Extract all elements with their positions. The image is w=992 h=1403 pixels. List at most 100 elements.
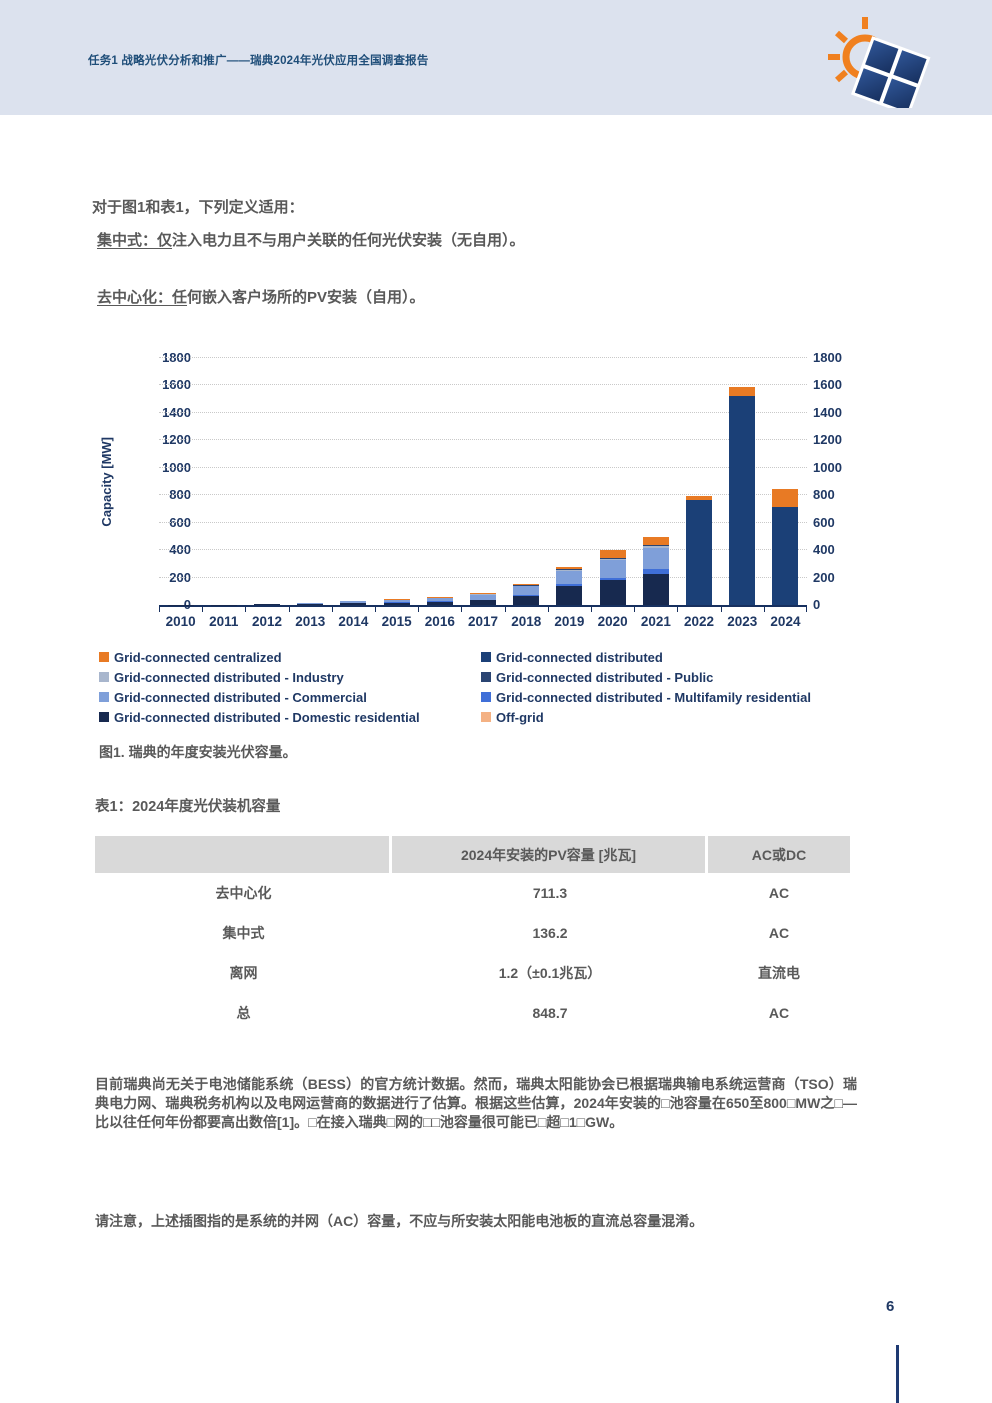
bar-segment — [599, 577, 626, 580]
table1-header-blank — [95, 836, 392, 873]
y-tick-label: 1000 — [813, 459, 842, 475]
bar-segment — [686, 500, 713, 605]
bar-segment — [772, 489, 799, 508]
table-row: 去中心化 711.3 AC — [95, 873, 850, 913]
bar-segment — [426, 601, 453, 605]
x-tick-label: 2010 — [165, 614, 196, 629]
bar-segment — [686, 495, 713, 501]
y-axis-title: Capacity [MW] — [98, 436, 114, 527]
x-axis-tick — [634, 607, 636, 612]
x-axis-tick — [763, 607, 765, 612]
x-axis-tick — [720, 607, 722, 612]
bar-2019 — [556, 567, 583, 605]
bar-slot — [245, 358, 288, 605]
table1-header-row: 2024年安装的PV容量 [兆瓦] AC或DC — [95, 836, 850, 873]
x-axis-tick — [806, 607, 807, 612]
bar-segment — [599, 558, 626, 560]
bar-slot — [461, 358, 504, 605]
y-axis-ticks-right: 0 200 400 600 800 1000 1200 1400 1600 1800 — [813, 351, 851, 612]
bar-segment — [556, 586, 583, 605]
chart-legend: Grid-connected centralized Grid-connected… — [99, 649, 844, 725]
bar-segment — [556, 584, 583, 587]
legend-label: Grid-connected distributed - Public — [496, 669, 714, 685]
bar-slot — [159, 358, 202, 605]
gridline — [159, 439, 807, 441]
bar-segment — [556, 567, 583, 570]
legend-item: Grid-connected distributed - Multifamily… — [481, 689, 844, 705]
bar-slot — [764, 358, 807, 605]
table-cell: 1.2（±0.1兆瓦） — [498, 965, 602, 981]
x-tick-label: 2011 — [209, 614, 239, 629]
page-header: 任务1 战略光伏分析和推广——瑞典2024年光伏应用全国调查报告 — [0, 0, 992, 115]
bars-layer — [159, 358, 807, 605]
figure1-chart: Capacity [MW] 0 200 400 600 800 1000 1200 1400 1… — [95, 343, 850, 733]
table-cell: 848.7 — [532, 1005, 568, 1021]
bar-segment — [254, 604, 280, 605]
table-cell: 711.3 — [532, 885, 568, 901]
definition-centralized: 集中式：仅注入电力且不与用户关联的任何光伏安装（无自用）。 — [97, 229, 525, 250]
bar-segment — [599, 557, 626, 559]
bar-2012 — [254, 604, 280, 605]
legend-swatch-icon — [99, 672, 109, 682]
gridline — [159, 357, 807, 358]
bar-segment — [642, 546, 669, 549]
paragraph-note: 请注意，上述插图指的是系统的并网（AC）容量，不应与所安装太阳能电池板的直流总容… — [95, 1213, 704, 1229]
legend-label: Grid-connected distributed - Commercial — [114, 689, 367, 705]
legend-item: Grid-connected distributed — [481, 649, 844, 665]
y-tick-label: 600 — [813, 514, 835, 530]
x-tick-label: 2016 — [424, 614, 455, 629]
table-cell: 去中心化 — [215, 885, 272, 901]
legend-label: Grid-connected distributed - Industry — [114, 669, 344, 685]
definition-decentralized-text: 何嵌入客户场所的PV安装（自用）。 — [187, 289, 425, 306]
report-header-title: 任务1 战略光伏分析和推广——瑞典2024年光伏应用全国调查报告 — [88, 55, 429, 67]
bar-slot — [289, 358, 332, 605]
footer-rule — [896, 1345, 899, 1403]
bar-segment — [470, 599, 497, 601]
legend-swatch-icon — [481, 692, 491, 702]
bar-segment — [470, 593, 497, 595]
legend-item: Grid-connected distributed - Public — [481, 669, 844, 685]
bar-segment — [599, 579, 626, 605]
y-axis-ticks-left: 0 200 400 600 800 1000 1200 1400 1600 1800 — [115, 351, 191, 612]
y-tick-label: 0 — [183, 597, 191, 612]
bar-segment — [642, 545, 669, 547]
x-axis-tick — [202, 607, 204, 612]
gridline — [159, 466, 807, 468]
bar-segment — [556, 569, 583, 571]
bar-slot — [332, 358, 375, 605]
gridline — [159, 549, 807, 551]
table-cell: 136.2 — [532, 925, 568, 941]
y-tick-label: 1800 — [813, 350, 842, 365]
bar-segment — [642, 548, 669, 569]
bar-2016 — [426, 597, 453, 605]
bar-2013 — [297, 602, 324, 605]
bar-segment — [513, 585, 540, 587]
paragraph-bess: 目前瑞典尚无关于电池储能系统（BESS）的官方统计数据。然而，瑞典太阳能协会已根… — [95, 1076, 857, 1130]
gridline — [159, 411, 807, 413]
gridline — [159, 494, 807, 496]
legend-label: Grid-connected distributed - Domestic re… — [114, 709, 420, 725]
bar-slot — [591, 358, 634, 605]
x-tick-label: 2013 — [295, 614, 326, 629]
bar-segment — [513, 586, 540, 596]
bar-segment — [340, 601, 367, 603]
bar-2022 — [686, 495, 713, 605]
table-cell: AC — [768, 885, 790, 901]
y-tick-label: 400 — [813, 542, 835, 558]
legend-item: Grid-connected centralized — [99, 649, 481, 665]
legend-swatch-icon — [481, 652, 491, 662]
bar-segment — [642, 537, 669, 546]
bar-2020 — [599, 550, 626, 605]
bar-slot — [505, 358, 548, 605]
legend-label: Grid-connected distributed - Multifamily… — [496, 689, 811, 705]
y-tick-label: 0 — [813, 597, 821, 612]
bar-segment — [772, 507, 799, 605]
bar-segment — [556, 570, 583, 585]
bar-segment — [470, 594, 497, 595]
term-decentralized: 去中心化：任 — [97, 289, 188, 306]
legend-swatch-icon — [99, 712, 109, 722]
y-tick-label: 1200 — [813, 432, 842, 448]
legend-item: Grid-connected distributed - Domestic re… — [99, 709, 481, 725]
intro-sentence: 对于图1和表1，下列定义适用： — [92, 199, 304, 216]
